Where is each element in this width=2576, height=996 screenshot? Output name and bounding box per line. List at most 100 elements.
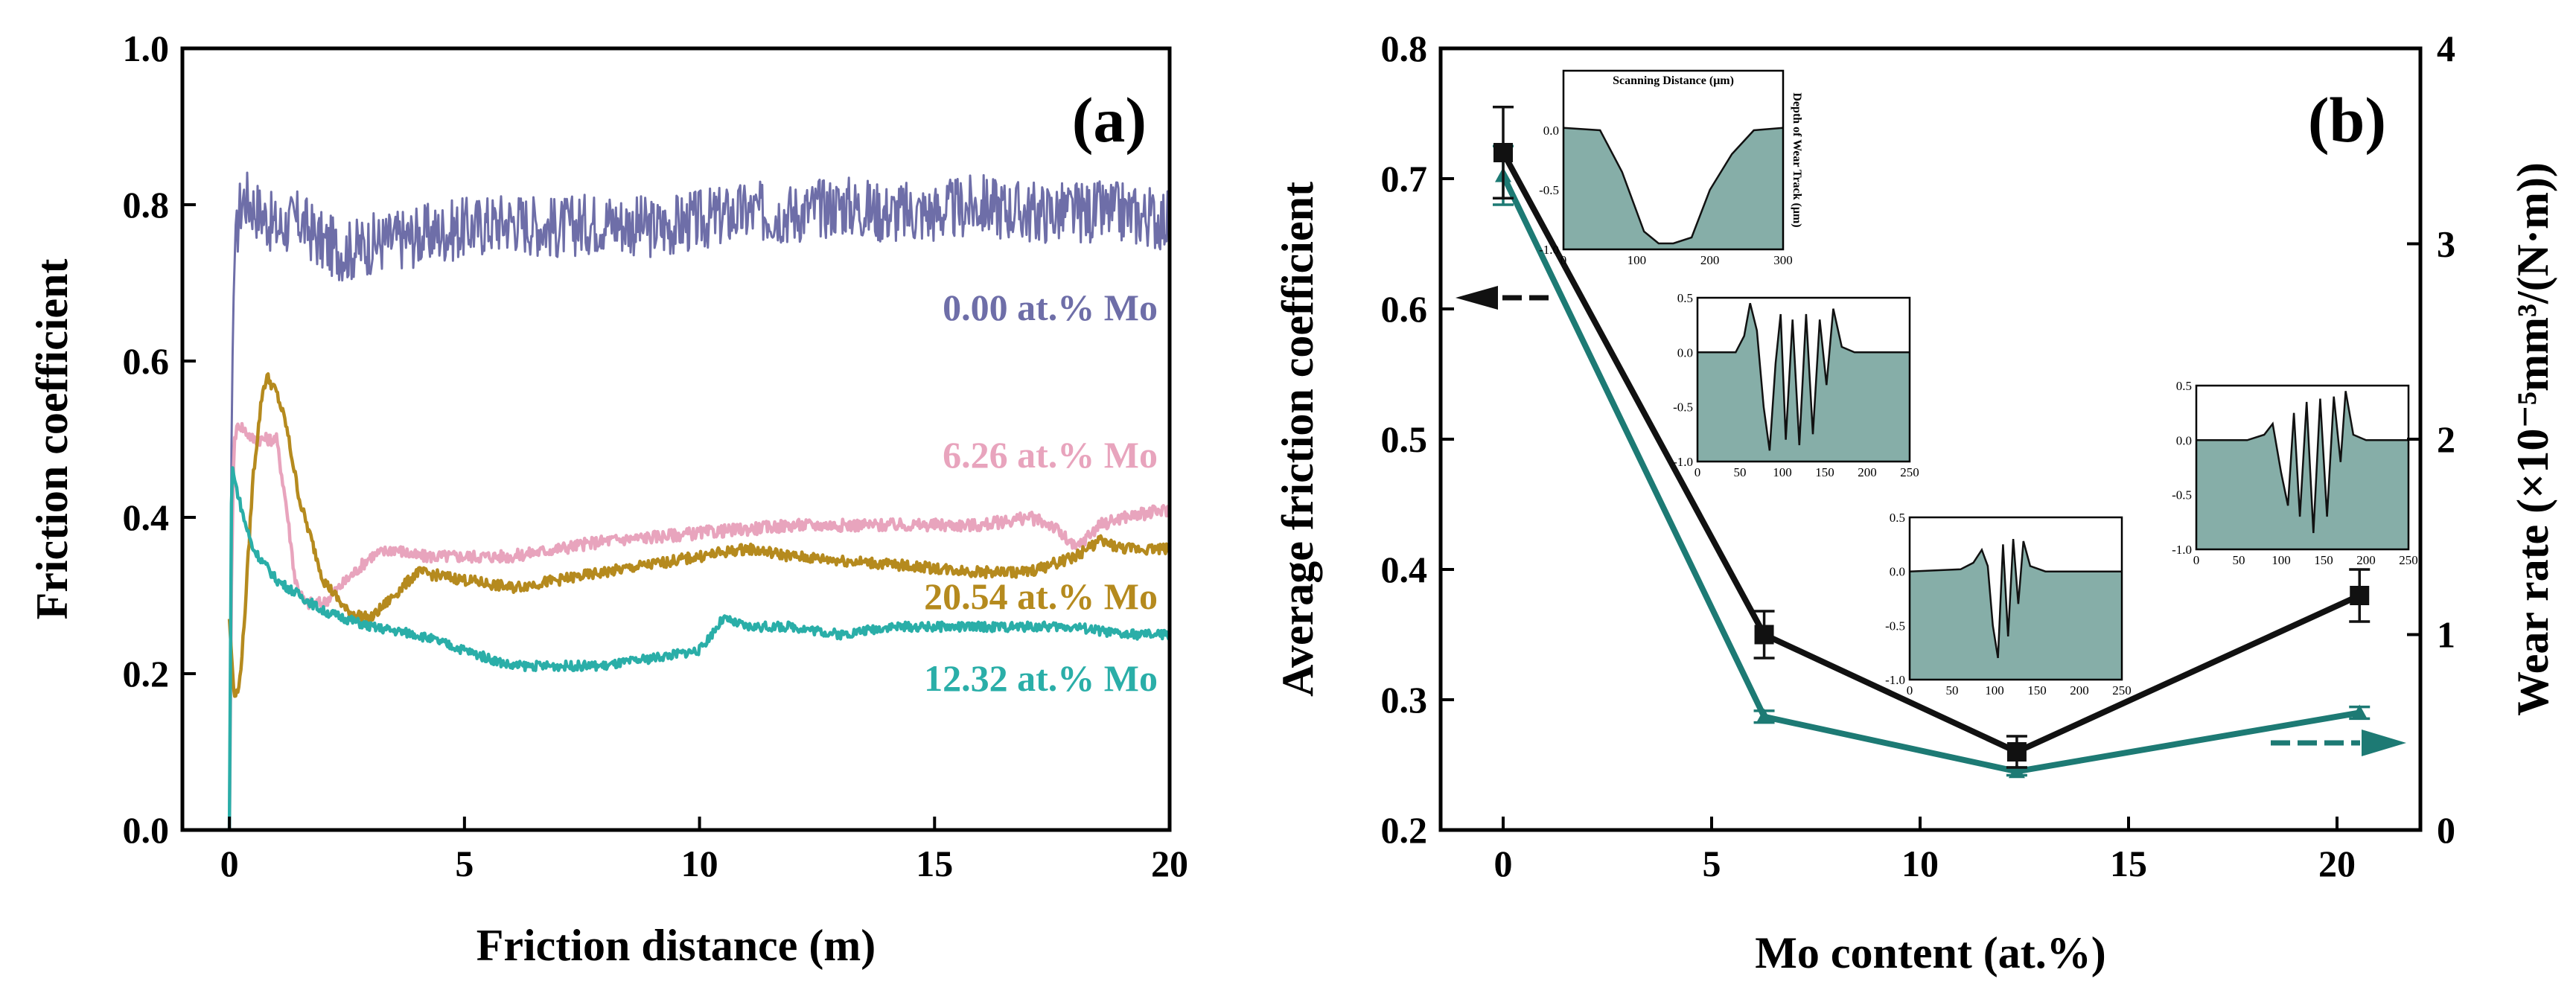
x-tick-label: 5 — [1703, 843, 1721, 884]
panel-a-label: (a) — [1072, 84, 1147, 156]
wear-marker — [2008, 763, 2025, 779]
inset-x-tick-label: 150 — [1815, 465, 1834, 479]
inset-x-tick-label: 0 — [2193, 553, 2200, 567]
cof-axis-arrow — [1456, 286, 1549, 310]
series-line-0-00-at-mo — [228, 171, 1171, 831]
inset-x-tick-label: 50 — [1946, 683, 1959, 697]
x-tick-label: 15 — [2110, 843, 2147, 884]
panel-a-frame — [180, 46, 1172, 832]
y-tick-label: 0.2 — [123, 653, 170, 695]
panel-a-x-title: Friction distance (m) — [476, 921, 876, 970]
panel-b-series — [1493, 106, 2371, 779]
y-tick-label: 0.4 — [123, 497, 170, 538]
x-tick-label: 0 — [1494, 843, 1513, 884]
inset-y-tick-label: 0.0 — [1677, 345, 1693, 360]
inset-x-tick-label: 0 — [1695, 465, 1701, 479]
wear-marker — [2351, 704, 2368, 720]
y-tick-label: 0.5 — [1381, 418, 1428, 460]
y-tick-label: 1.0 — [123, 28, 170, 69]
y-tick-label: 0.7 — [1381, 158, 1428, 199]
series-label-6-26: 6.26 at.% Mo — [943, 434, 1158, 476]
inset-profile-fill — [1563, 127, 1783, 249]
y-tick-label: 0.2 — [1381, 809, 1428, 851]
wear-profile-inset: 0 50 100 150 200 250 0.5 0.0 -0.5 -1.0 — [1673, 291, 1919, 479]
y2-tick-label: 2 — [2437, 418, 2455, 460]
inset-x-tick-label: 250 — [2112, 683, 2132, 697]
inset-y-tick-label: 0.5 — [1677, 291, 1693, 305]
y-tick-label: 0.4 — [1381, 549, 1428, 590]
series-line-6-26-at-mo — [227, 421, 1171, 831]
wear-line — [1500, 173, 2360, 775]
inset-y-tick-label: -0.5 — [2172, 488, 2192, 502]
y-tick-label: 0.3 — [1381, 679, 1428, 721]
inset-profile-line — [1909, 539, 2122, 659]
panel-a-y-title: Friction coefficient — [28, 259, 77, 620]
inset-profile-fill — [1697, 303, 1910, 462]
cof-marker — [1493, 143, 1513, 162]
inset-y-tick-label: -1.0 — [1539, 243, 1559, 257]
y-tick-label: 0.6 — [1381, 288, 1428, 330]
inset-y-tick-label: -0.5 — [1673, 400, 1693, 415]
inset-x-tick-label: 50 — [1734, 465, 1747, 479]
y2-tick-label: 3 — [2437, 223, 2455, 265]
inset-x-tick-label: 100 — [1773, 465, 1792, 479]
series-line-12-32-at-mo — [227, 466, 1172, 831]
inset-x-tick-label: 100 — [2271, 553, 2291, 567]
panel-b-x-title: Mo content (at.%) — [1755, 928, 2106, 977]
inset-y-tick-label: -1.0 — [1885, 673, 1905, 687]
inset-x-tick-label: 0 — [1907, 683, 1913, 697]
inset-frame — [1562, 69, 1785, 251]
inset-x-tick-label: 200 — [2070, 683, 2089, 697]
y2-tick-label: 0 — [2437, 809, 2455, 851]
inset-y-tick-label: -1.0 — [2172, 543, 2192, 557]
panel-a: 0 5 10 15 20 0.0 0.2 0.4 0.6 0.8 1.0 (a) Friction … — [28, 28, 1188, 970]
inset-profile-line — [1697, 302, 1910, 451]
inset-x-tick-label: 100 — [1985, 683, 2004, 697]
inset-profile-line — [2196, 391, 2408, 534]
x-tick-label: 15 — [916, 843, 953, 884]
y2-tick-label: 1 — [2437, 614, 2455, 656]
panel-b-y2-title: Wear rate (×10⁻⁵mm³/(N·m)) — [2508, 162, 2557, 716]
panel-b-insets: 0 100 200 300 0.0 -0.5 -1.0 Scanning Distance (… — [1539, 69, 2418, 697]
inset-y-tick-label: 0.0 — [2176, 433, 2192, 447]
wear-profile-inset: 0 100 200 300 0.0 -0.5 -1.0 Scanning Distance (… — [1539, 69, 1803, 267]
inset-x-tick-label: 0 — [1560, 253, 1567, 267]
inset-y-tick-label: -0.5 — [1885, 619, 1905, 633]
inset-profile-fill — [2196, 391, 2408, 549]
wear-axis-arrow — [2271, 730, 2406, 756]
inset-frame — [1696, 296, 1911, 463]
inset-x-tick-label: 300 — [1773, 253, 1793, 267]
inset-frame — [2195, 384, 2410, 551]
cof-marker — [2006, 742, 2027, 762]
cof-line — [1500, 151, 2361, 755]
inset-x-tick-label: 100 — [1627, 253, 1647, 267]
inset-y-tick-label: 0.5 — [2176, 379, 2192, 393]
inset-x-tick-label: 150 — [2027, 683, 2047, 697]
inset-x-tick-label: 200 — [1700, 253, 1720, 267]
inset-x-tick-label: 250 — [1900, 465, 1919, 479]
x-tick-label: 20 — [1151, 843, 1188, 884]
inset-title: Scanning Distance (μm) — [1613, 74, 1734, 87]
series-label-12-32: 12.32 at.% Mo — [924, 657, 1158, 699]
inset-x-tick-label: 200 — [2356, 553, 2376, 567]
cof-marker — [1754, 625, 1774, 645]
inset-x-tick-label: 50 — [2233, 553, 2245, 567]
x-tick-label: 10 — [1901, 843, 1939, 884]
wear-marker — [1756, 708, 1773, 724]
inset-y-tick-label: 0.0 — [1890, 565, 1905, 579]
x-tick-label: 5 — [455, 843, 474, 884]
panel-a-ticks: 0 5 10 15 20 0.0 0.2 0.4 0.6 0.8 1.0 — [123, 28, 1189, 884]
wear-profile-inset: 0 50 100 150 200 250 0.5 0.0 -0.5 -1.0 — [2172, 379, 2418, 567]
inset-x-tick-label: 250 — [2399, 553, 2418, 567]
inset-y-tick-label: -0.5 — [1539, 183, 1559, 197]
x-tick-label: 10 — [681, 843, 718, 884]
inset-profile-line — [1563, 127, 1784, 245]
inset-y-tick-label: 0.5 — [1890, 511, 1905, 525]
inset-x-tick-label: 200 — [1858, 465, 1877, 479]
inset-y-tick-label: 0.0 — [1543, 124, 1559, 138]
wear-profile-inset: 0 50 100 150 200 250 0.5 0.0 -0.5 -1.0 — [1885, 511, 2132, 697]
y2-tick-label: 4 — [2437, 28, 2455, 69]
inset-side-label: Depth of Wear Track (μm) — [1791, 92, 1803, 227]
